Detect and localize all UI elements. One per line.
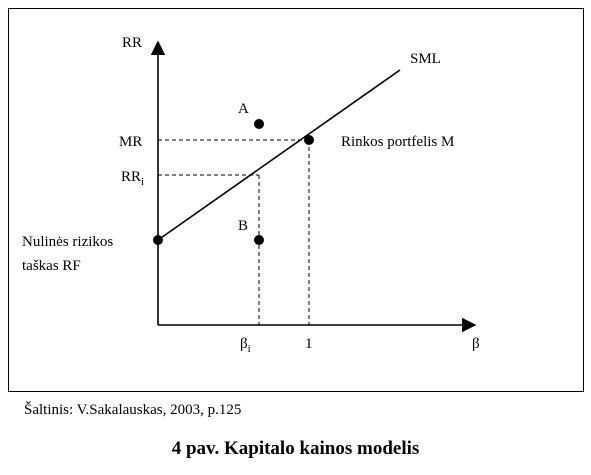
point-rf bbox=[153, 235, 163, 245]
figure-caption: 4 pav. Kapitalo kainos modelis bbox=[171, 438, 420, 459]
point-b bbox=[254, 235, 264, 245]
y-axis-label: RR bbox=[122, 35, 142, 51]
sml-label: SML bbox=[410, 51, 441, 67]
point-m bbox=[304, 135, 314, 145]
beta-i-label-main: β bbox=[240, 336, 248, 352]
sml-line bbox=[157, 69, 401, 241]
figure-frame bbox=[8, 8, 584, 392]
x-axis-label: β bbox=[472, 336, 480, 352]
beta-one-label: 1 bbox=[305, 336, 313, 352]
beta-i-label: βi bbox=[240, 336, 251, 355]
point-a bbox=[254, 119, 264, 129]
risk-free-label-line2: taškas RF bbox=[22, 258, 81, 274]
risk-free-label-line1: Nulinės rizikos bbox=[22, 234, 113, 250]
point-a-label: A bbox=[238, 101, 249, 117]
rri-label: RRi bbox=[121, 169, 144, 188]
beta-i-label-sub: i bbox=[248, 343, 251, 355]
mr-label: MR bbox=[119, 134, 142, 150]
rri-label-sub: i bbox=[141, 176, 144, 188]
source-note: Šaltinis: V.Sakalauskas, 2003, p.125 bbox=[24, 402, 242, 418]
market-portfolio-label: Rinkos portfelis M bbox=[341, 134, 454, 150]
point-b-label: B bbox=[238, 218, 248, 234]
rri-label-main: RR bbox=[121, 169, 141, 185]
